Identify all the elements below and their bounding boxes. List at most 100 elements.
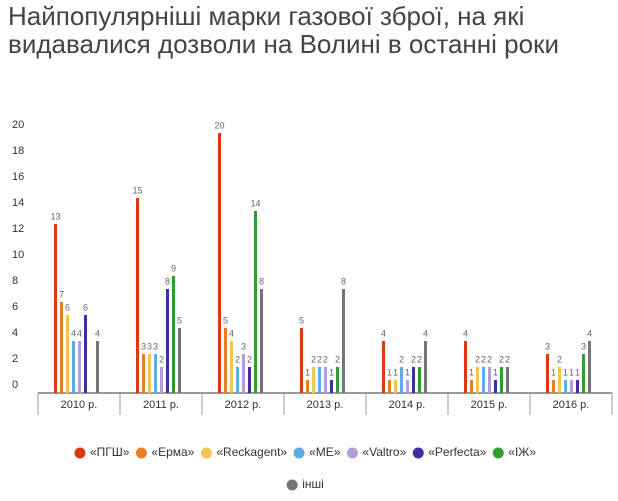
value-label: 1 xyxy=(575,367,580,377)
legend-label: «Ерма» xyxy=(151,445,194,459)
legend-label: «ПГШ» xyxy=(90,445,130,459)
bar xyxy=(324,367,327,393)
x-tick-label: 2012 р. xyxy=(225,399,262,411)
bar xyxy=(54,224,57,393)
bar xyxy=(96,341,99,393)
value-label: 2 xyxy=(317,354,322,364)
value-label: 5 xyxy=(177,315,182,325)
value-label: 1 xyxy=(405,367,410,377)
y-tick-label: 8 xyxy=(12,275,18,287)
y-tick-label: 20 xyxy=(12,119,24,131)
legend-marker xyxy=(492,447,504,459)
value-label: 4 xyxy=(381,328,386,338)
x-tick-label: 2011 р. xyxy=(143,399,179,411)
bar xyxy=(166,289,169,393)
value-label: 2 xyxy=(417,354,422,364)
bar xyxy=(72,341,75,393)
bar xyxy=(172,276,175,393)
bar xyxy=(306,380,309,393)
bar xyxy=(506,367,509,393)
bar xyxy=(424,341,427,393)
bar xyxy=(300,328,303,393)
value-label: 1 xyxy=(305,367,310,377)
legend-marker xyxy=(293,447,305,459)
bar xyxy=(178,328,181,393)
x-tick-label: 2014 р. xyxy=(389,399,426,411)
value-label: 13 xyxy=(50,211,60,221)
bar xyxy=(546,354,549,393)
value-label: 4 xyxy=(95,328,100,338)
y-tick-label: 16 xyxy=(12,171,24,183)
value-label: 2 xyxy=(505,354,510,364)
value-label: 5 xyxy=(299,315,304,325)
value-label: 14 xyxy=(250,198,260,208)
value-label: 2 xyxy=(311,354,316,364)
bar xyxy=(342,289,345,393)
value-label: 15 xyxy=(132,185,142,195)
bar xyxy=(464,341,467,393)
bar xyxy=(382,341,385,393)
value-label: 3 xyxy=(241,341,246,351)
bar xyxy=(218,133,221,393)
value-label: 8 xyxy=(259,276,264,286)
bar xyxy=(470,380,473,393)
bar xyxy=(582,354,585,393)
bar xyxy=(394,380,397,393)
bar xyxy=(66,315,69,393)
legend-label: «Perfecta» xyxy=(428,445,486,459)
legend-marker xyxy=(286,479,298,491)
y-tick-label: 10 xyxy=(12,249,24,261)
value-label: 2 xyxy=(235,354,240,364)
bar xyxy=(154,354,157,393)
bar xyxy=(136,198,139,393)
bar xyxy=(236,367,239,393)
value-label: 4 xyxy=(77,328,82,338)
bar xyxy=(494,380,497,393)
value-label: 1 xyxy=(329,367,334,377)
legend-marker xyxy=(346,447,358,459)
y-tick-label: 4 xyxy=(12,327,18,339)
value-label: 1 xyxy=(563,367,568,377)
bar xyxy=(260,289,263,393)
value-label: 6 xyxy=(83,302,88,312)
value-label: 4 xyxy=(463,328,468,338)
bar xyxy=(570,380,573,393)
value-label: 7 xyxy=(59,289,64,299)
y-tick-label: 0 xyxy=(12,379,18,391)
value-label: 3 xyxy=(545,341,550,351)
bar xyxy=(330,380,333,393)
bar xyxy=(336,367,339,393)
value-label: 2 xyxy=(557,354,562,364)
bar xyxy=(488,367,491,393)
value-label: 2 xyxy=(481,354,486,364)
value-label: 2 xyxy=(399,354,404,364)
y-tick-label: 12 xyxy=(12,223,24,235)
bar xyxy=(142,354,145,393)
bar xyxy=(564,380,567,393)
value-label: 1 xyxy=(493,367,498,377)
bar xyxy=(230,341,233,393)
legend-label: інші xyxy=(302,477,324,491)
bar xyxy=(476,367,479,393)
legend-label: «ІЖ» xyxy=(508,445,536,459)
value-label: 4 xyxy=(71,328,76,338)
value-label: 4 xyxy=(587,328,592,338)
value-label: 1 xyxy=(551,367,556,377)
value-label: 4 xyxy=(423,328,428,338)
value-label: 2 xyxy=(247,354,252,364)
legend-marker xyxy=(412,447,424,459)
bar xyxy=(248,367,251,393)
value-label: 2 xyxy=(323,354,328,364)
value-label: 20 xyxy=(214,120,224,130)
value-label: 5 xyxy=(223,315,228,325)
value-label: 3 xyxy=(581,341,586,351)
y-tick-label: 18 xyxy=(12,145,24,157)
value-label: 2 xyxy=(335,354,340,364)
value-label: 1 xyxy=(469,367,474,377)
bar xyxy=(242,354,245,393)
x-tick-label: 2010 р. xyxy=(61,399,98,411)
value-label: 2 xyxy=(411,354,416,364)
x-tick-label: 2016 р. xyxy=(553,399,590,411)
value-label: 2 xyxy=(159,354,164,364)
